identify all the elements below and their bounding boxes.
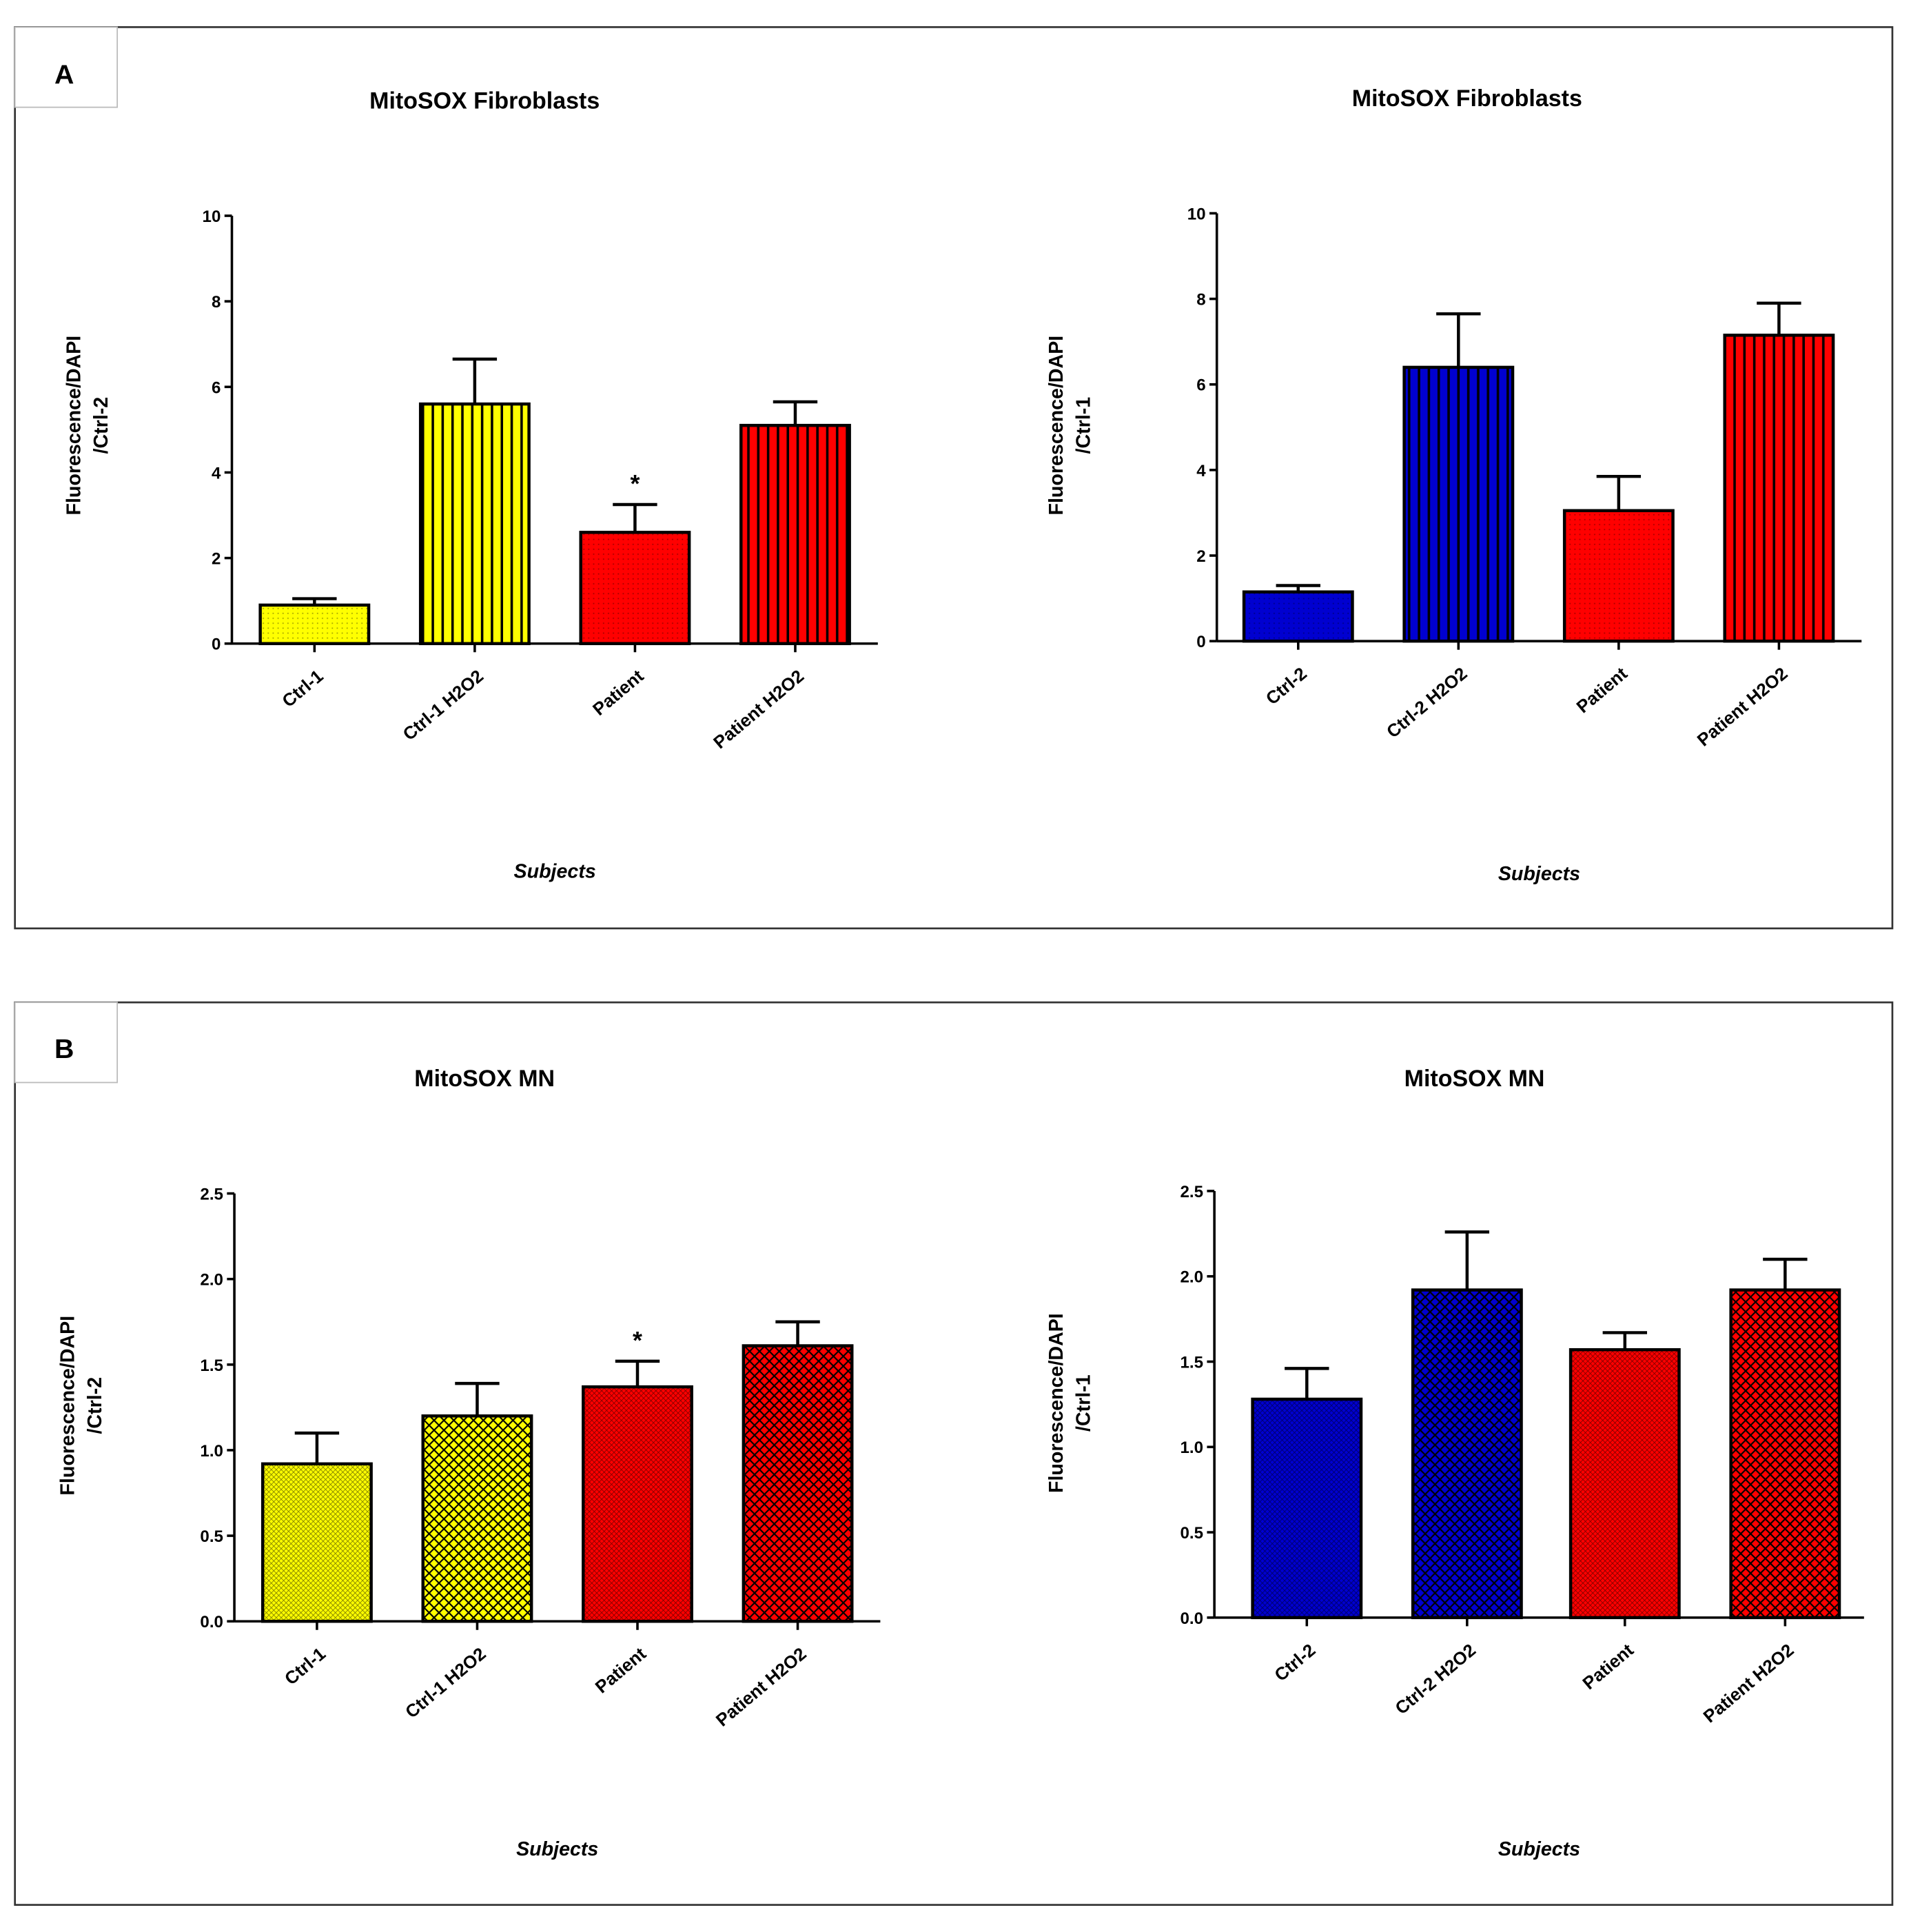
x-tick-label: Patient H2O2 [1694,664,1792,750]
bar [1251,1397,1363,1620]
panel-b-label-box [14,1001,119,1084]
chart-4: MitoSOX MN Fluorescence/DAPI/Ctrl-1 Subjec… [1045,1066,1864,1860]
bar [579,531,691,645]
x-axis-label: Subjects [1498,1838,1580,1860]
y-axis-label-line: /Ctrl-1 [1072,397,1094,454]
y-tick-label: 2 [1196,547,1205,566]
bar [1242,590,1354,643]
y-tick-label: 2.0 [200,1271,223,1290]
bar [260,1462,373,1623]
bar [421,1414,533,1623]
bar [1411,1288,1523,1620]
bar [739,423,851,645]
x-axis-label: Subjects [516,1838,598,1860]
y-tick-label: 0.5 [200,1527,223,1546]
y-axis-label: Fluorescence/DAPI/Ctrl-1 [1045,336,1094,516]
bar [1562,509,1675,643]
y-tick-label: 2.5 [200,1185,223,1203]
chart-title: MitoSOX Fibroblasts [369,88,600,114]
x-tick-label: Patient [589,667,647,720]
y-axis-label: Fluorescence/DAPI/Ctrl-1 [1045,1313,1094,1493]
x-tick-label: Ctrl-1 H2O2 [402,1644,489,1722]
bar [1729,1288,1841,1620]
y-tick-label: 10 [203,207,221,226]
y-tick-label: 1.0 [200,1442,223,1461]
x-axis-label: Subjects [1498,863,1580,885]
x-tick-label: Ctrl-1 [279,667,327,711]
y-tick-label: 8 [1196,291,1205,309]
x-tick-label: Patient H2O2 [713,1644,810,1730]
x-tick-label: Patient [592,1644,650,1697]
x-tick-label: Ctrl-2 [1271,1640,1320,1685]
x-tick-label: Ctrl-1 H2O2 [400,667,487,744]
x-tick-label: Patient [1580,1640,1637,1694]
y-tick-label: 2.5 [1180,1183,1203,1201]
y-tick-label: 2 [212,550,221,569]
x-tick-label: Ctrl-1 [281,1644,329,1689]
y-tick-label: 6 [212,378,221,397]
y-tick-label: 8 [212,293,221,312]
y-tick-label: 0.0 [200,1613,223,1631]
panel-b-frame [14,1001,1894,1906]
chart-2: MitoSOX Fibroblasts Fluorescence/DAPI/Ctr… [1045,85,1862,885]
y-axis-label-line: /Ctrl-2 [84,1377,106,1434]
significance-marker: * [630,470,640,498]
y-axis-label-line: Fluorescence/DAPI [1045,1313,1067,1493]
y-axis-label-line: Fluorescence/DAPI [63,336,85,516]
y-tick-label: 0.5 [1180,1524,1203,1543]
y-axis-label-line: Fluorescence/DAPI [57,1316,79,1496]
y-axis-label: Fluorescence/DAPI/Ctrl-2 [57,1316,106,1496]
bar [418,402,531,645]
y-axis-label-line: Fluorescence/DAPI [1045,336,1067,516]
y-tick-label: 0 [212,635,221,654]
bar [1723,334,1835,643]
x-tick-label: Patient H2O2 [711,667,808,753]
y-axis-label-line: /Ctrl-1 [1072,1374,1094,1432]
panel-a-label-box [14,26,119,108]
y-tick-label: 2.0 [1180,1268,1203,1287]
y-tick-label: 1.0 [1180,1438,1203,1457]
x-tick-label: Patient H2O2 [1700,1640,1798,1727]
chart-3: MitoSOX MN Fluorescence/DAPI/Ctrl-2 Subjec… [57,1066,881,1860]
panel-a-label: A [54,60,74,90]
bar [582,1385,693,1623]
x-tick-label: Patient [1573,664,1631,717]
y-tick-label: 0 [1196,633,1205,651]
bar [258,603,371,645]
panel-b-label: B [54,1034,74,1064]
bar [1568,1348,1681,1620]
chart-title: MitoSOX MN [414,1066,555,1092]
y-tick-label: 10 [1187,205,1206,223]
y-axis-label: Fluorescence/DAPI/Ctrl-2 [63,336,112,516]
x-tick-label: Ctrl-2 H2O2 [1392,1640,1480,1718]
y-tick-label: 0.0 [1180,1609,1203,1628]
x-tick-label: Ctrl-2 H2O2 [1383,664,1471,742]
y-tick-label: 4 [212,464,221,482]
panel-a-frame [14,26,1894,930]
y-tick-label: 6 [1196,376,1205,395]
chart-1: MitoSOX Fibroblasts Fluorescence/DAPI/Ctr… [63,88,878,883]
x-tick-label: Ctrl-2 [1263,664,1311,709]
y-tick-label: 1.5 [1180,1353,1203,1372]
significance-marker: * [633,1327,642,1354]
bar [742,1344,854,1623]
y-axis-label-line: /Ctrl-2 [90,397,112,454]
y-tick-label: 1.5 [200,1356,223,1375]
chart-title: MitoSOX Fibroblasts [1352,85,1582,112]
bar [1402,365,1515,643]
x-axis-label: Subjects [514,861,596,883]
chart-title: MitoSOX MN [1404,1066,1545,1092]
y-tick-label: 4 [1196,462,1206,480]
